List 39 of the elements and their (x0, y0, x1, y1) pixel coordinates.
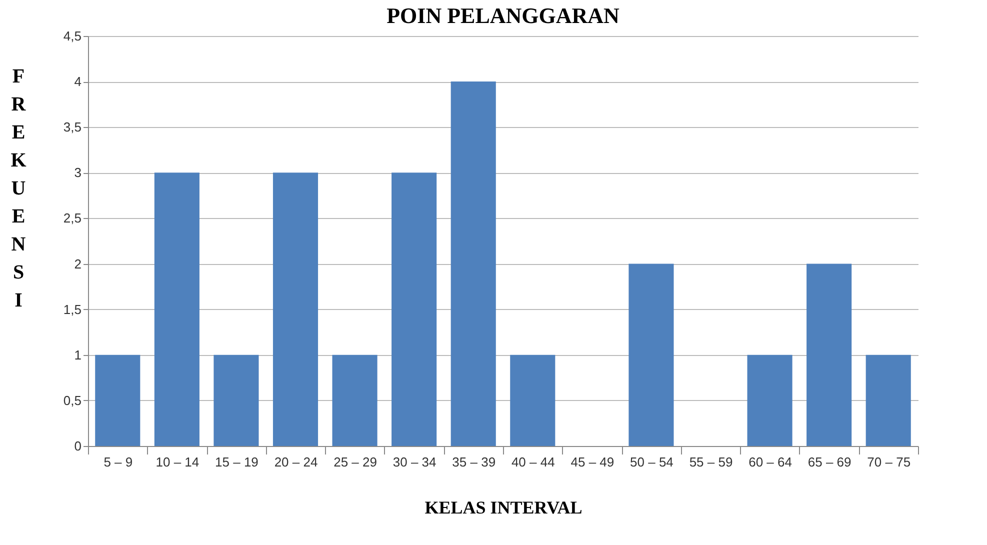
x-tick-label: 65 – 69 (808, 454, 852, 470)
x-tick-label: 5 – 9 (104, 454, 133, 470)
bar (332, 354, 378, 446)
x-tick-label: 70 – 75 (867, 454, 911, 470)
bar (214, 354, 259, 446)
x-axis-title: KELAS INTERVAL (424, 498, 582, 518)
bar (866, 354, 911, 446)
x-tick-label: 45 – 49 (570, 454, 614, 470)
x-tick-label: 15 – 19 (215, 454, 258, 470)
x-tick-label: 55 – 59 (689, 454, 733, 470)
y-tick-label: 2 (74, 256, 82, 272)
y-tick-label: 0,5 (63, 392, 82, 408)
x-tick-label: 30 – 34 (392, 454, 436, 470)
text: FREKUENSI (10, 66, 26, 312)
bar (95, 354, 140, 446)
bar (806, 264, 852, 446)
bar (450, 82, 496, 446)
y-tick-label: 0 (74, 438, 82, 454)
y-tick-label: 4,5 (63, 28, 82, 44)
x-tick-label: 40 – 44 (511, 454, 555, 470)
y-tick-label: 1,5 (63, 302, 82, 317)
bar (628, 264, 674, 446)
bar (392, 172, 437, 446)
y-tick-label: 4 (74, 74, 82, 90)
bar (154, 172, 200, 446)
bar (510, 354, 556, 446)
x-tick-label: 60 – 64 (748, 454, 792, 470)
bar (747, 354, 792, 446)
y-tick-label: 2,5 (63, 210, 82, 226)
x-tick-label: 35 – 39 (452, 454, 496, 470)
y-tick-label: 3,5 (63, 120, 82, 135)
x-tick-label: 10 – 14 (156, 454, 200, 470)
bar (272, 172, 318, 446)
chart-title: POIN PELANGGARAN (386, 3, 620, 28)
y-tick-label: 3 (74, 165, 82, 180)
x-tick-label: 20 – 24 (274, 454, 318, 470)
y-tick-label: 1 (74, 347, 82, 362)
x-tick-label: 25 – 29 (334, 454, 377, 470)
x-tick-label: 50 – 54 (630, 454, 674, 470)
